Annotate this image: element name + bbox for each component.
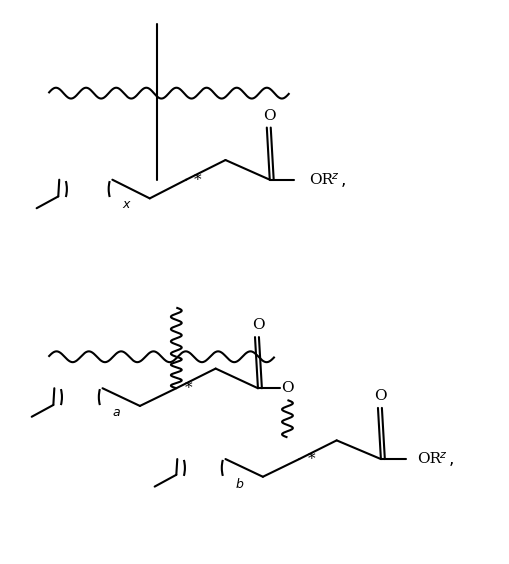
- Text: *: *: [194, 173, 202, 187]
- Text: $z$: $z$: [438, 450, 446, 460]
- Text: ,: ,: [448, 450, 454, 468]
- Text: $b$: $b$: [235, 477, 244, 491]
- Text: ,: ,: [340, 171, 345, 189]
- Text: $a$: $a$: [112, 406, 121, 419]
- Text: *: *: [306, 452, 314, 466]
- Text: O: O: [251, 318, 264, 332]
- Text: *: *: [184, 381, 191, 395]
- Text: O: O: [280, 381, 293, 395]
- Text: O: O: [374, 389, 386, 403]
- Text: OR: OR: [308, 173, 332, 187]
- Text: OR: OR: [416, 452, 441, 466]
- Text: O: O: [263, 109, 275, 123]
- Text: $x$: $x$: [122, 199, 132, 212]
- Text: $z$: $z$: [330, 171, 338, 181]
